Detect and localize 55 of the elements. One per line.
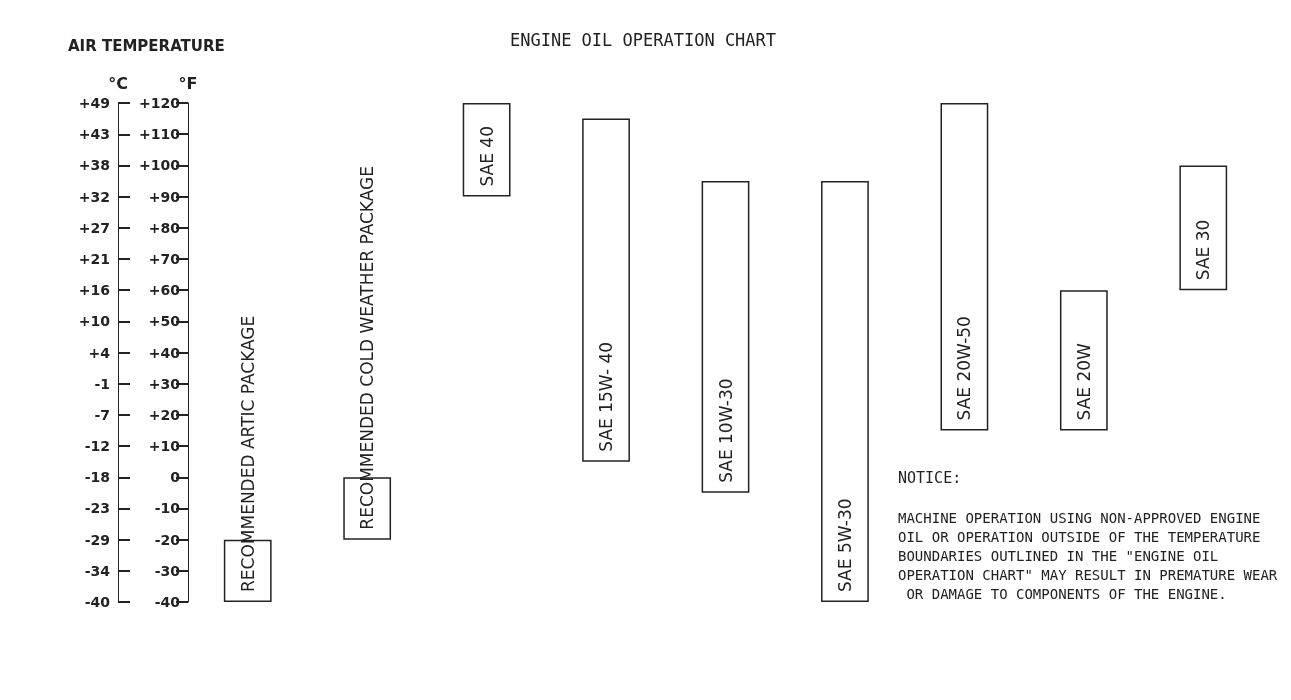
y2-tick-label: +4 xyxy=(88,344,111,361)
y-tick-label: +40 xyxy=(148,344,181,361)
y-tick-label: +80 xyxy=(148,219,181,236)
x-tick-label: SAE 20W-50 xyxy=(954,316,975,421)
y-tick-label: +90 xyxy=(148,188,181,205)
y2-tick-label: +10 xyxy=(78,313,111,330)
x-tick-label: SAE 40 xyxy=(476,126,497,187)
bar xyxy=(940,103,989,431)
x-tick-label: SAE 30 xyxy=(1193,219,1214,281)
x-tick-label: RECOMMENDED ARTIC PACKAGE xyxy=(237,315,258,592)
y-tick-label: +70 xyxy=(148,250,181,267)
y-axis-title: °F xyxy=(178,73,198,93)
bar xyxy=(821,180,869,602)
y2-tick-label: -34 xyxy=(84,562,111,579)
y-tick-label: -20 xyxy=(154,531,181,548)
y2-axis-title: °C xyxy=(108,73,128,93)
y-tick-label: -10 xyxy=(154,500,181,517)
x-tick-label: SAE 20W xyxy=(1073,342,1094,421)
bar xyxy=(582,118,630,462)
y2-tick-label: +32 xyxy=(78,188,110,205)
x-tick-label: SAE 10W-30 xyxy=(715,378,736,483)
y-tick-label: +120 xyxy=(139,95,181,111)
y-tick-label: +100 xyxy=(139,157,181,174)
bar xyxy=(701,180,750,493)
y-tick-label: +30 xyxy=(148,375,181,392)
text: AIR TEMPERATURE xyxy=(68,36,225,55)
y2-tick-label: +16 xyxy=(78,281,110,298)
annotation: NOTICE: xyxy=(898,468,962,487)
y2-tick-label: +27 xyxy=(78,219,110,236)
y2-tick-label: -7 xyxy=(94,407,110,424)
chart-title: ENGINE OIL OPERATION CHART xyxy=(509,29,777,50)
y-tick-label: -30 xyxy=(154,562,181,579)
y2-tick-label: +43 xyxy=(78,126,110,143)
x-tick-label: RECOMMENDED COLD WEATHER PACKAGE xyxy=(357,166,378,530)
y2-tick-label: +21 xyxy=(78,251,110,268)
y2-tick-label: -18 xyxy=(84,469,110,486)
y2-tick-label: +38 xyxy=(78,157,110,174)
y-tick-label: +50 xyxy=(148,313,181,330)
y-tick-label: +110 xyxy=(139,126,181,143)
bar xyxy=(462,103,511,197)
x-tick-label: SAE 5W-30 xyxy=(834,498,855,592)
bar xyxy=(1179,165,1228,291)
y2-tick-label: +49 xyxy=(78,95,110,111)
x-tick-label: SAE 15W- 40 xyxy=(596,341,617,452)
y-tick-label: +60 xyxy=(148,282,181,299)
y2-tick-label: -1 xyxy=(94,375,110,392)
y-tick-label: +10 xyxy=(148,438,181,455)
y2-tick-label: -23 xyxy=(84,500,110,517)
y-tick-label: -40 xyxy=(154,594,181,610)
bar xyxy=(1059,290,1108,431)
y-tick-label: +20 xyxy=(148,406,181,423)
y2-tick-label: -29 xyxy=(84,531,110,548)
y2-tick-label: -12 xyxy=(84,437,110,454)
annotation: MACHINE OPERATION USING NON-APPROVED ENGINE OIL OR OPERATION OUTSIDE OF THE TEMPERATURE BOUNDARIES OUTLINED IN THE "ENGINE OIL OPERATION CHART" MAY RESULT IN PREMATURE WEAR OR DAMAGE TO COMPONENTS OF THE ENGINE. xyxy=(898,509,1278,602)
y2-tick-label: -40 xyxy=(84,594,111,610)
